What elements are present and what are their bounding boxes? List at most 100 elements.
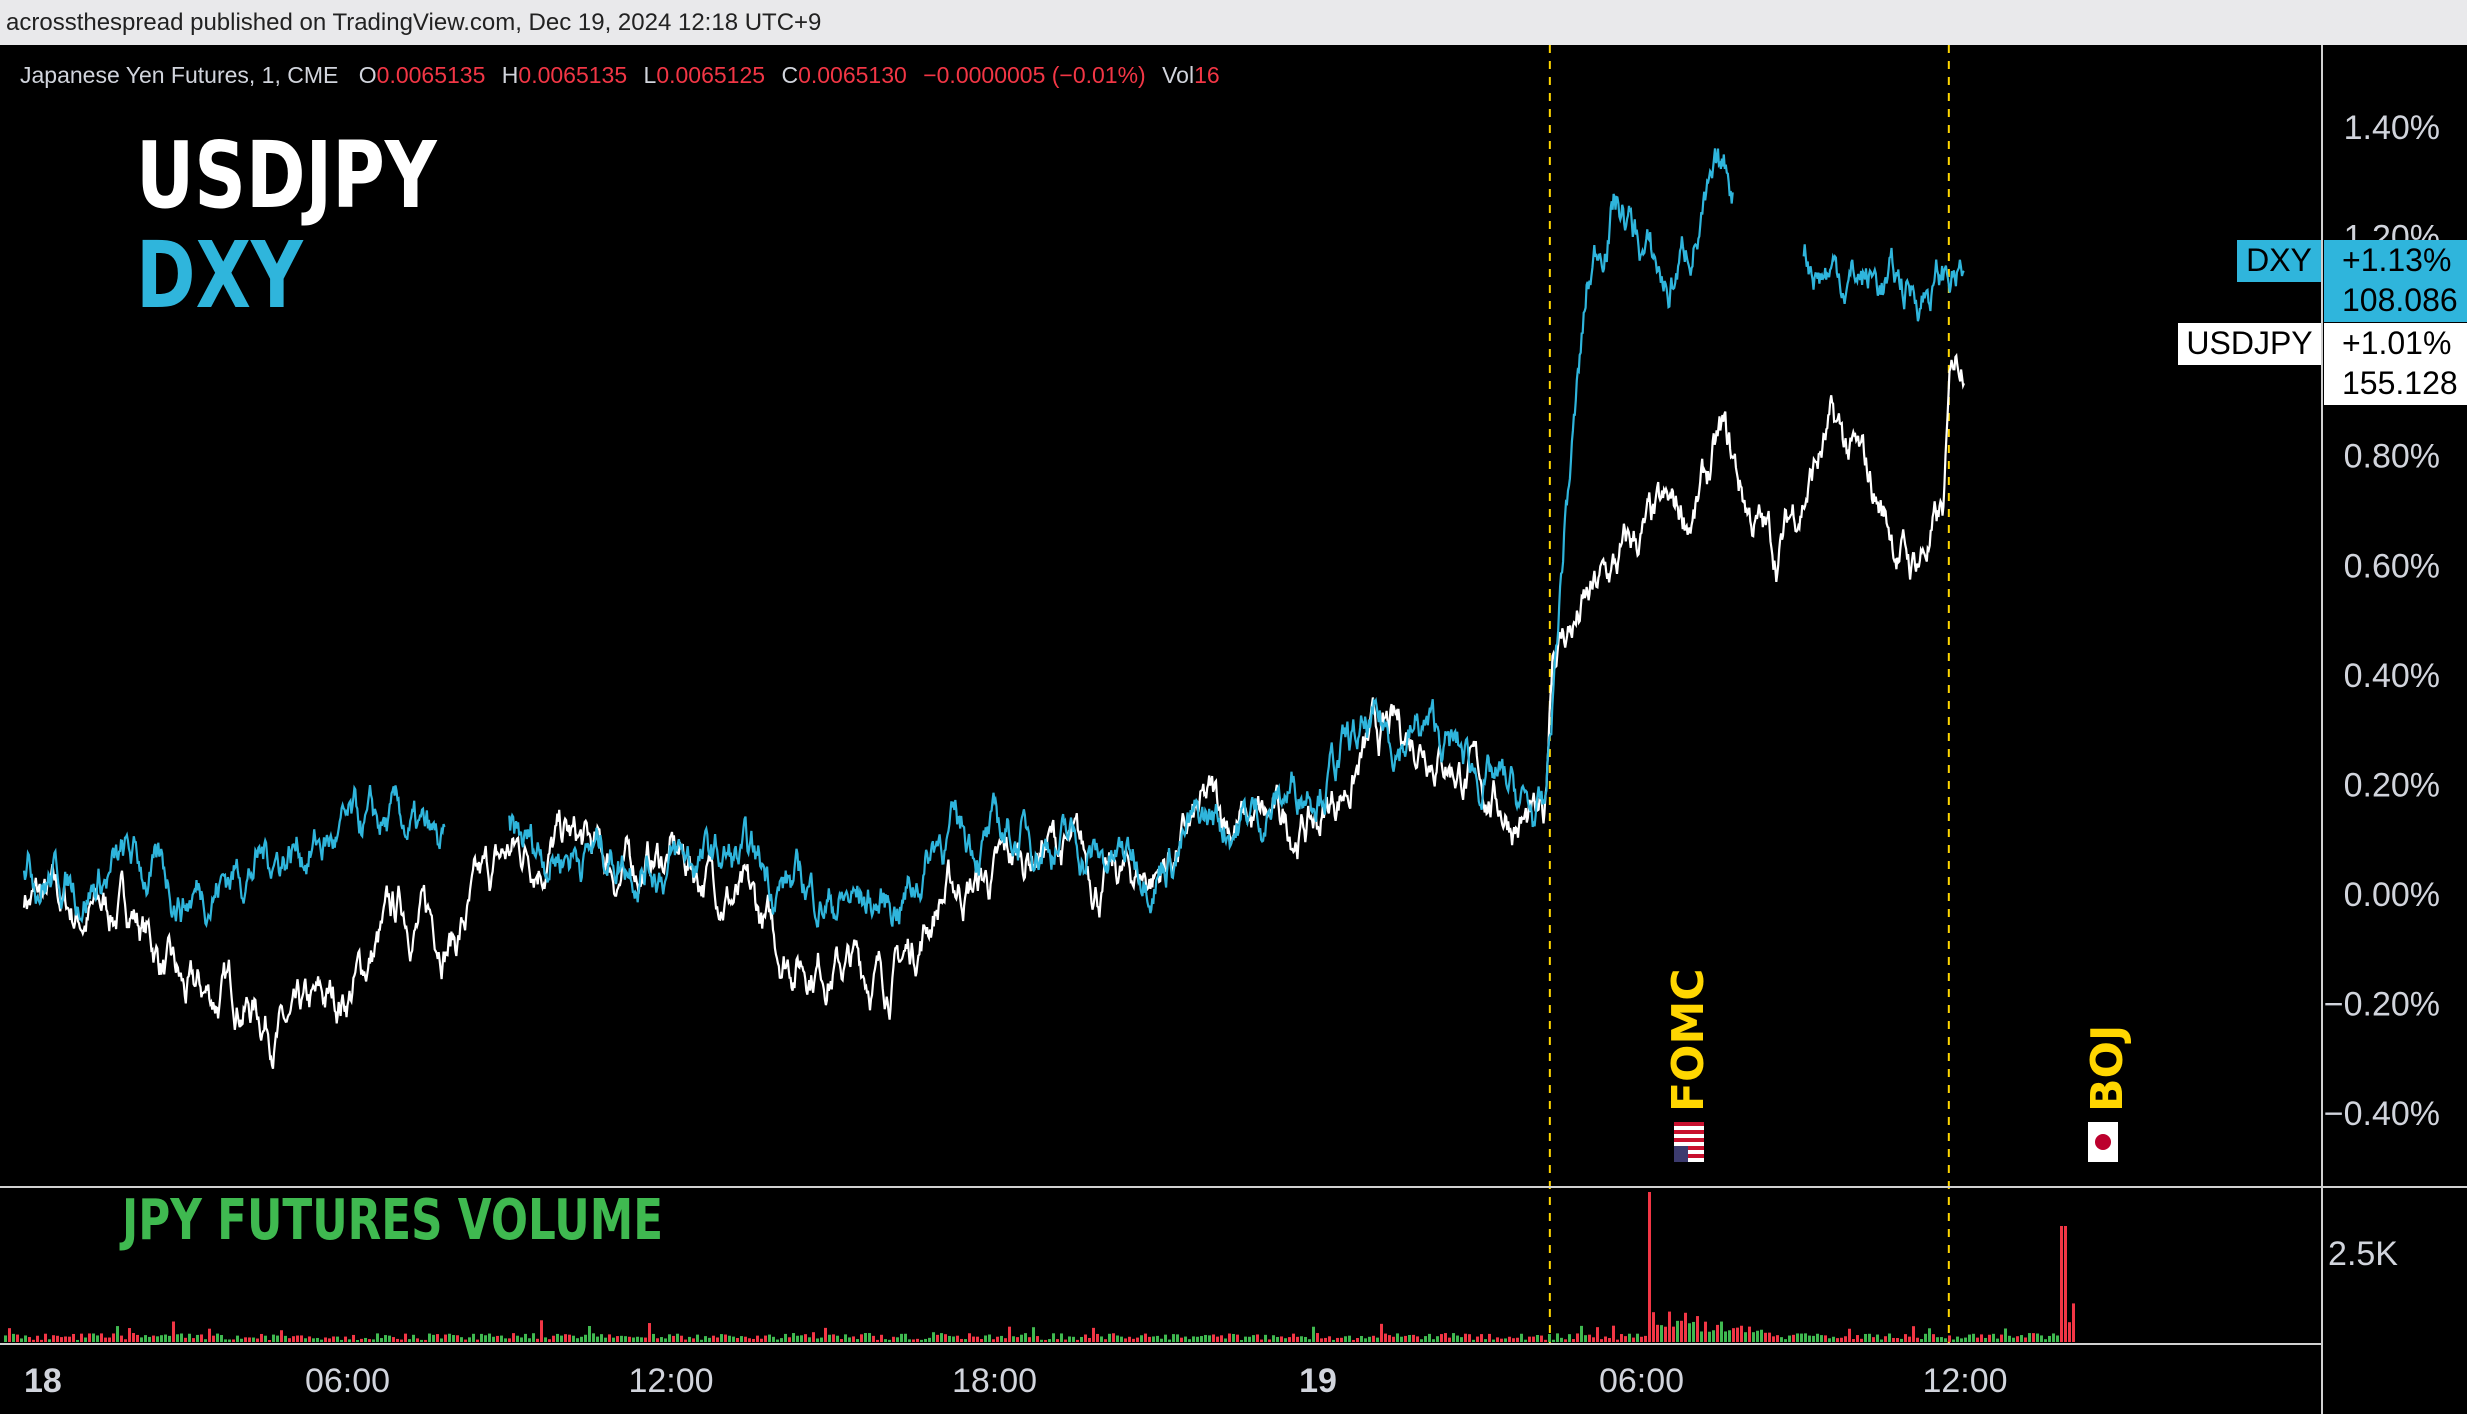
volume-bar: [1528, 1336, 1531, 1342]
volume-bar: [1808, 1335, 1811, 1342]
volume-bar: [2000, 1334, 2003, 1342]
volume-bar: [1832, 1336, 1835, 1342]
usdjpy-tag-value: 155.128: [2342, 365, 2458, 401]
volume-bar: [744, 1336, 747, 1342]
volume-bar: [576, 1338, 579, 1342]
volume-bar: [100, 1333, 103, 1342]
volume-bar: [1204, 1334, 1207, 1342]
volume-bar: [1708, 1331, 1711, 1342]
volume-bar: [1864, 1333, 1867, 1342]
usdjpy-tag-change: +1.01%: [2342, 325, 2452, 361]
volume-bar: [692, 1338, 695, 1342]
chart-canvas[interactable]: 1.40%1.20%0.80%0.60%0.40%0.20%0.00%−0.20…: [0, 45, 2467, 1414]
volume-bar: [1680, 1320, 1683, 1342]
volume-bar: [2052, 1333, 2055, 1342]
volume-bar: [1880, 1339, 1883, 1342]
volume-bar: [828, 1334, 831, 1342]
dxy-tag-change: +1.13%: [2342, 242, 2452, 278]
volume-bar: [560, 1335, 563, 1342]
volume-bar: [2072, 1303, 2075, 1342]
volume-bar: [872, 1335, 875, 1342]
volume-bar: [2056, 1335, 2059, 1342]
volume-bar: [256, 1338, 259, 1342]
volume-bar: [1668, 1311, 1671, 1342]
volume-bar: [1916, 1337, 1919, 1342]
volume-bar: [1012, 1336, 1015, 1342]
volume-bar: [436, 1334, 439, 1342]
volume-bar: [1396, 1333, 1399, 1342]
volume-bar: [1732, 1328, 1735, 1342]
volume-bar: [1020, 1334, 1023, 1342]
volume-bar: [788, 1337, 791, 1342]
volume-bar: [548, 1339, 551, 1342]
volume-bar: [192, 1338, 195, 1342]
volume-bar: [236, 1335, 239, 1342]
volume-bar: [1640, 1336, 1643, 1342]
volume-bar: [1368, 1336, 1371, 1342]
volume-bar: [24, 1335, 27, 1342]
volume-bar: [604, 1337, 607, 1342]
volume-bar: [52, 1335, 55, 1342]
volume-bar: [1772, 1336, 1775, 1342]
volume-bar: [136, 1334, 139, 1342]
volume-bar: [1720, 1321, 1723, 1342]
price-tick-label: 0.40%: [2344, 657, 2440, 695]
volume-bar: [1896, 1338, 1899, 1342]
volume-bar: [580, 1336, 583, 1342]
price-axis[interactable]: 1.40%1.20%0.80%0.60%0.40%0.20%0.00%−0.20…: [2324, 109, 2440, 1273]
volume-bar: [92, 1333, 95, 1342]
volume-bar: [892, 1336, 895, 1342]
volume-bar: [1600, 1339, 1603, 1342]
volume-bar: [208, 1328, 211, 1342]
volume-bar: [1112, 1333, 1115, 1342]
volume-bar: [172, 1321, 175, 1342]
time-axis[interactable]: 18 06:00 12:00 18:00 19 06:00 12:00: [24, 1362, 2008, 1400]
volume-bar: [2012, 1337, 2015, 1342]
volume-bar: [84, 1337, 87, 1342]
volume-bar: [1336, 1337, 1339, 1342]
volume-bar: [240, 1338, 243, 1342]
volume-bar: [2060, 1226, 2063, 1342]
volume-bar: [1380, 1323, 1383, 1342]
volume-bar: [1840, 1337, 1843, 1342]
volume-bar: [1792, 1334, 1795, 1342]
volume-bar: [764, 1335, 767, 1342]
volume-bar: [992, 1339, 995, 1342]
volume-bar: [72, 1333, 75, 1342]
volume-bar: [1132, 1338, 1135, 1342]
volume-bar: [1404, 1335, 1407, 1342]
time-tick-label: 06:00: [1599, 1362, 1684, 1400]
volume-bar: [1592, 1337, 1595, 1342]
volume-bar: [1168, 1339, 1171, 1342]
volume-bar: [1656, 1324, 1659, 1342]
volume-bar: [1428, 1333, 1431, 1342]
volume-bar: [568, 1334, 571, 1342]
volume-bar: [612, 1337, 615, 1342]
volume-bar: [300, 1335, 303, 1342]
volume-bar: [364, 1337, 367, 1342]
volume-bar: [1472, 1339, 1475, 1342]
volume-bar: [696, 1334, 699, 1342]
open-label: O: [358, 62, 377, 88]
symbol-legend[interactable]: Japanese Yen Futures, 1, CME O0.0065135 …: [20, 62, 1220, 89]
volume-bar: [1232, 1333, 1235, 1342]
volume-bar: [2040, 1335, 2043, 1342]
volume-bar: [1372, 1335, 1375, 1342]
volume-bar: [1484, 1339, 1487, 1342]
volume-bar: [528, 1338, 531, 1342]
volume-bar: [160, 1335, 163, 1342]
volume-bar: [1424, 1336, 1427, 1342]
volume-bar: [1332, 1339, 1335, 1342]
volume-bar: [1908, 1336, 1911, 1342]
volume-bar: [1644, 1335, 1647, 1342]
volume-bar: [1104, 1339, 1107, 1342]
volume-bar: [1060, 1333, 1063, 1342]
volume-bar: [492, 1336, 495, 1342]
volume-bar: [444, 1334, 447, 1342]
volume-bar: [1184, 1336, 1187, 1342]
volume-bar: [520, 1337, 523, 1342]
volume-bar: [468, 1337, 471, 1342]
volume-bar: [124, 1339, 127, 1342]
volume-bar: [1408, 1334, 1411, 1342]
volume-bar: [552, 1335, 555, 1342]
